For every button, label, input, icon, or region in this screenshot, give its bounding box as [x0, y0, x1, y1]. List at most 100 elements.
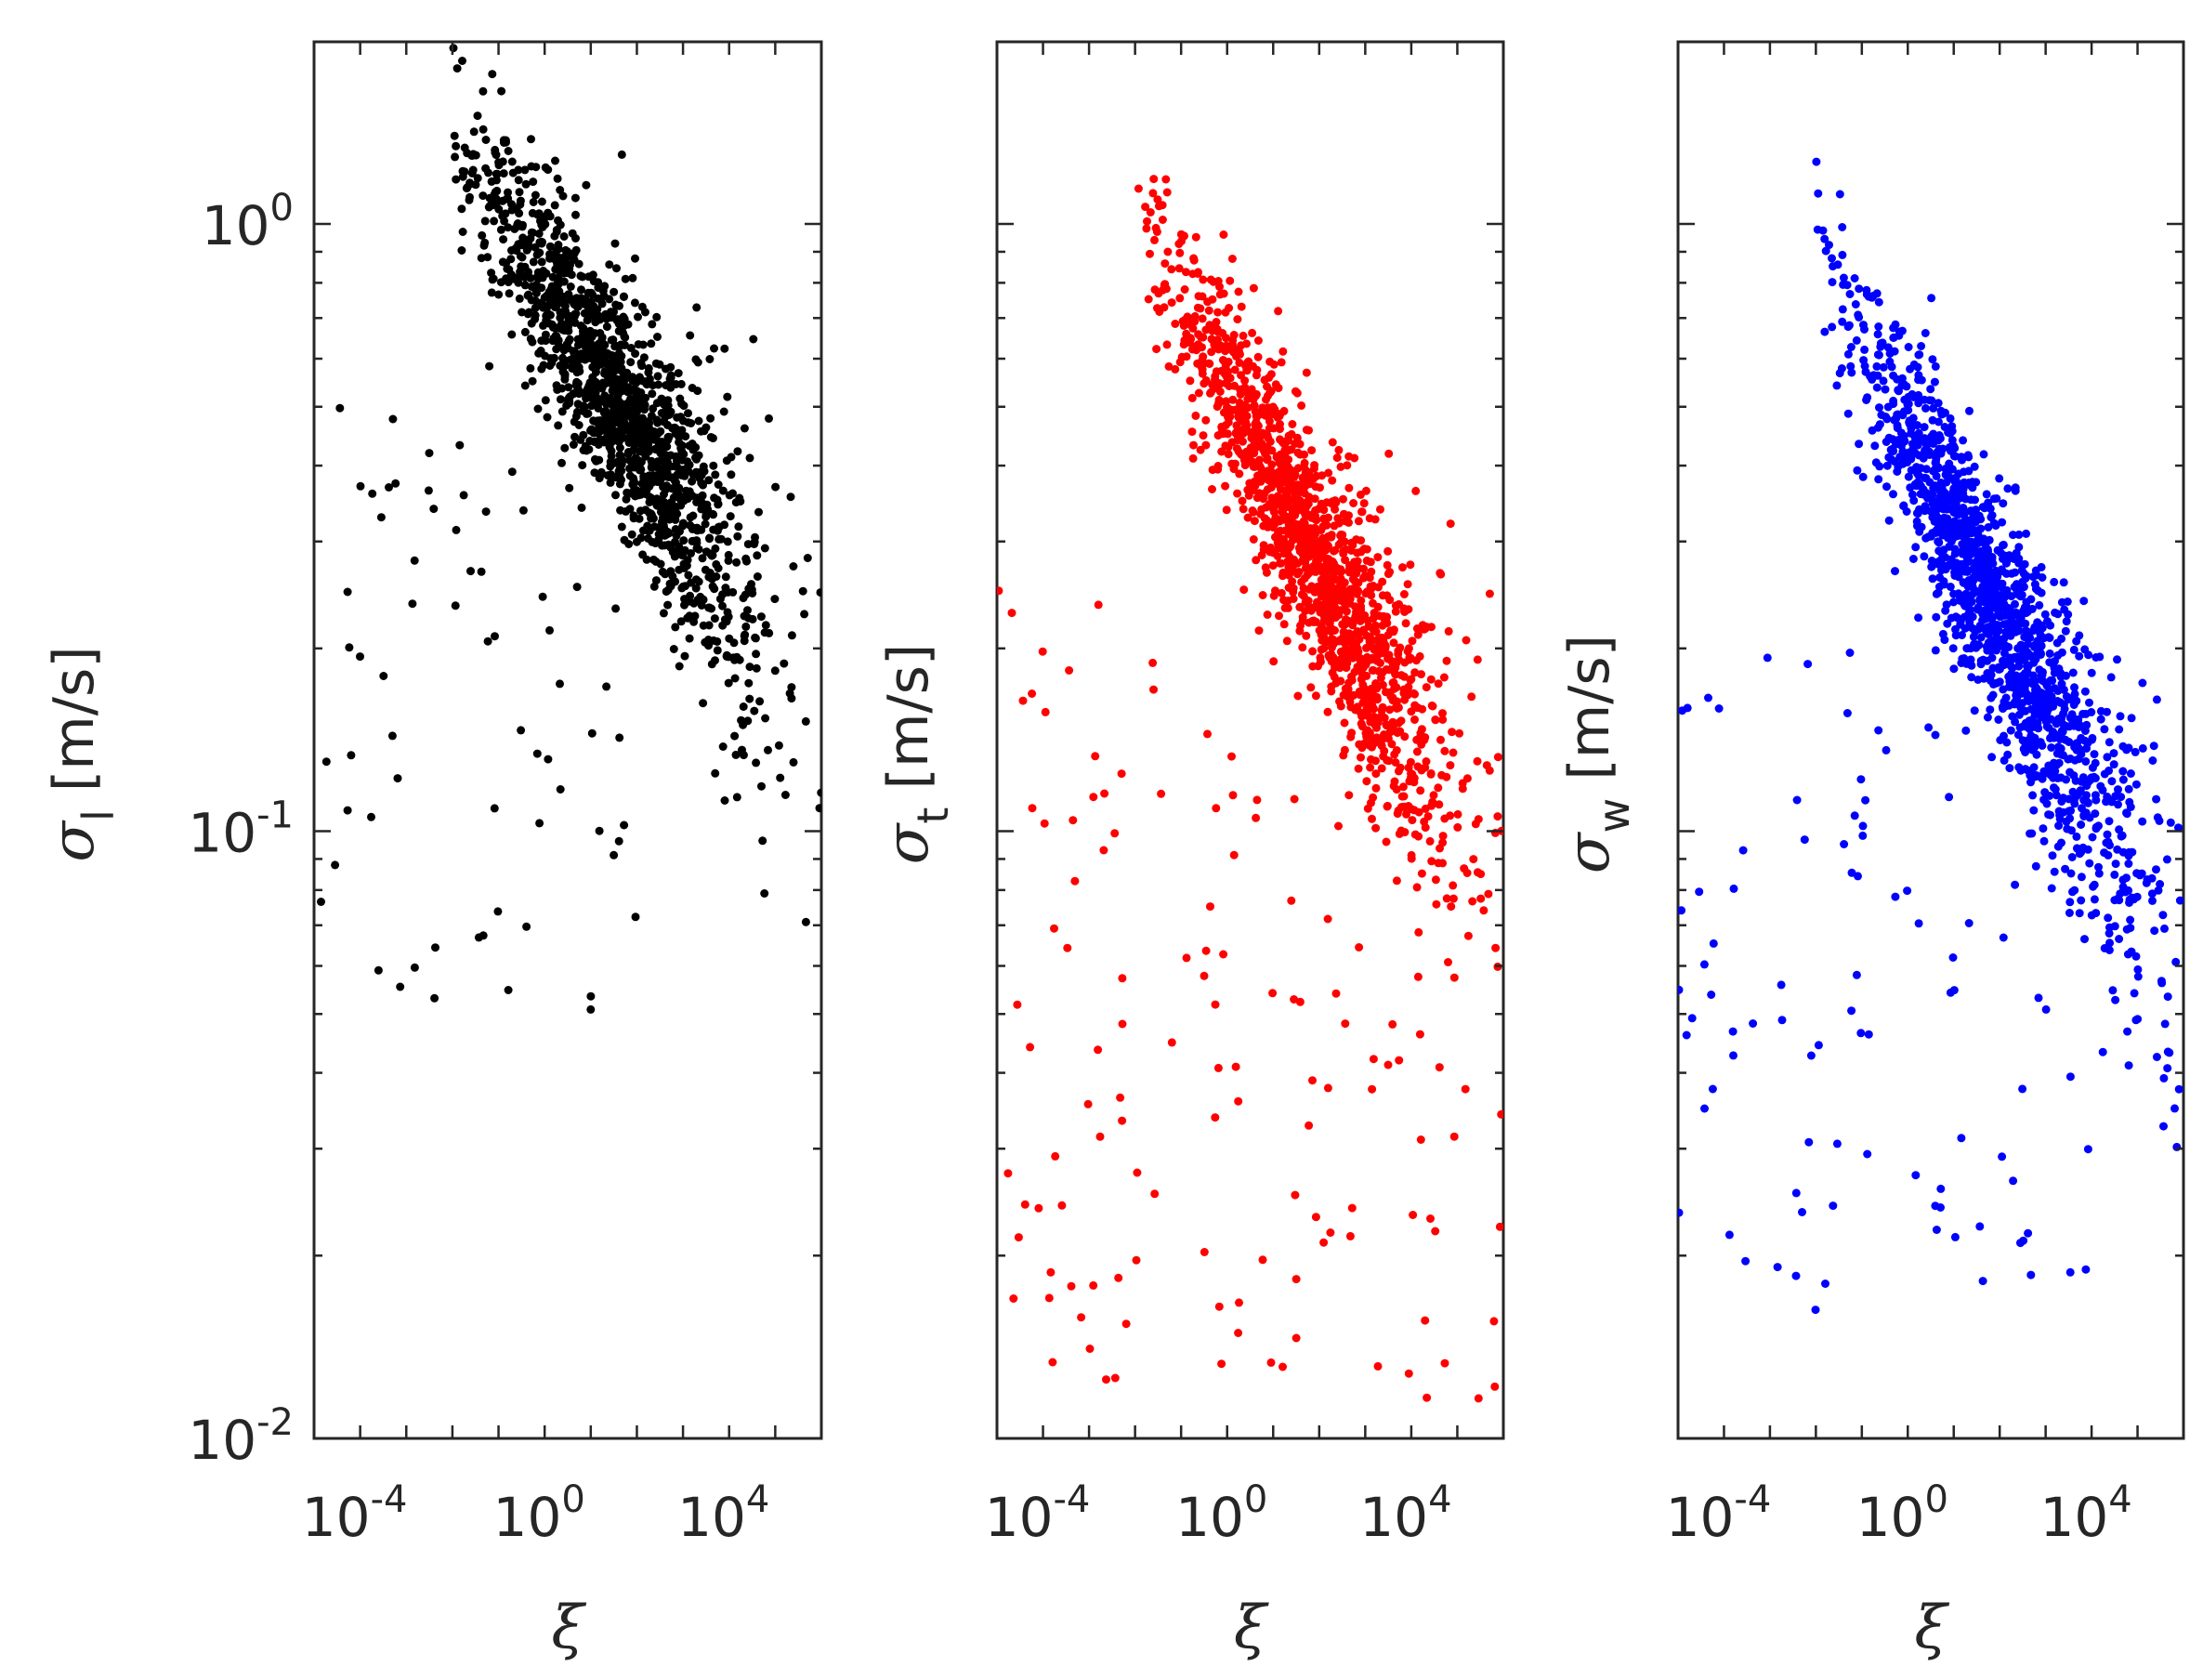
- data-point: [1699, 960, 1709, 969]
- data-point: [1070, 876, 1080, 886]
- data-point: [1958, 455, 1966, 465]
- data-point: [1252, 365, 1262, 374]
- data-point: [1034, 1203, 1043, 1213]
- data-point: [1191, 411, 1200, 420]
- data-point: [1331, 989, 1341, 998]
- data-point: [1293, 464, 1303, 473]
- data-point: [1295, 626, 1305, 636]
- data-point: [1927, 294, 1936, 303]
- data-point: [1249, 507, 1258, 517]
- data-point: [1228, 791, 1238, 800]
- data-point: [431, 943, 439, 952]
- data-point: [1350, 453, 1359, 463]
- data-point: [492, 176, 501, 185]
- data-point: [2038, 573, 2047, 582]
- data-point: [1028, 689, 1037, 698]
- data-point: [1982, 490, 1991, 499]
- data-point: [574, 259, 584, 269]
- data-point: [1222, 505, 1231, 515]
- data-point: [1882, 461, 1892, 470]
- data-point: [1403, 580, 1412, 589]
- data-point: [528, 208, 537, 217]
- data-point: [501, 136, 510, 145]
- data-point: [600, 356, 610, 365]
- data-point: [614, 438, 623, 446]
- data-point: [1885, 357, 1895, 366]
- data-point: [553, 259, 562, 268]
- data-point: [1304, 597, 1313, 605]
- data-point: [719, 407, 728, 416]
- data-point: [1973, 569, 1982, 578]
- data-point: [1931, 730, 1940, 740]
- data-point: [2029, 806, 2039, 815]
- data-point: [614, 836, 623, 846]
- data-point: [1181, 268, 1190, 277]
- data-point: [2017, 590, 2026, 599]
- data-point: [2065, 1267, 2075, 1277]
- data-point: [2174, 823, 2183, 833]
- data-point: [1295, 997, 1305, 1006]
- data-point: [1474, 1394, 1483, 1403]
- data-point: [602, 322, 611, 332]
- data-point: [1928, 415, 1937, 425]
- data-point: [2049, 659, 2057, 668]
- data-point: [2023, 679, 2032, 689]
- data-point: [2047, 743, 2056, 752]
- data-point: [537, 298, 546, 308]
- data-point: [1952, 530, 1961, 539]
- data-point: [2016, 703, 2026, 713]
- data-point: [617, 522, 626, 532]
- data-point: [1820, 327, 1829, 336]
- data-point: [1709, 938, 1718, 948]
- data-point: [603, 471, 612, 480]
- data-point: [1436, 569, 1445, 578]
- data-point: [752, 663, 761, 673]
- data-point: [671, 537, 679, 546]
- data-point: [620, 820, 629, 830]
- data-point: [657, 409, 666, 417]
- data-point: [638, 486, 647, 495]
- data-point: [588, 373, 597, 382]
- data-point: [750, 540, 759, 548]
- data-point: [1158, 216, 1167, 224]
- data-point: [492, 169, 502, 178]
- data-point: [1018, 696, 1028, 705]
- data-point: [1161, 175, 1171, 184]
- data-point: [734, 522, 743, 532]
- data-point: [1955, 592, 1964, 601]
- data-point: [1891, 892, 1900, 901]
- data-point: [2073, 791, 2081, 800]
- data-point: [645, 424, 653, 432]
- data-point: [653, 333, 662, 341]
- data-point: [776, 773, 785, 782]
- data-point: [1490, 828, 1500, 837]
- data-point: [1438, 709, 1447, 718]
- data-point: [343, 806, 352, 815]
- data-point: [1913, 478, 1922, 487]
- data-point: [1341, 556, 1350, 565]
- data-point: [780, 659, 789, 668]
- data-point: [1447, 902, 1456, 912]
- data-point: [1953, 569, 1962, 578]
- data-point: [368, 489, 377, 498]
- data-point: [506, 255, 516, 264]
- data-point: [2039, 634, 2049, 643]
- data-point: [706, 549, 715, 558]
- data-point: [1269, 591, 1279, 600]
- data-point: [612, 430, 622, 440]
- data-point: [1345, 1231, 1355, 1240]
- data-point: [1331, 626, 1339, 635]
- data-point: [1349, 617, 1358, 626]
- data-point: [2065, 768, 2075, 777]
- data-point: [1365, 573, 1374, 583]
- data-point: [1913, 421, 1921, 430]
- data-point: [1258, 591, 1267, 599]
- data-point: [1146, 249, 1154, 258]
- data-point: [2075, 909, 2084, 918]
- data-point: [335, 403, 345, 413]
- data-point: [1340, 745, 1349, 755]
- data-point: [740, 637, 749, 646]
- data-point: [1428, 702, 1437, 711]
- data-point: [507, 330, 517, 339]
- data-point: [2105, 841, 2114, 850]
